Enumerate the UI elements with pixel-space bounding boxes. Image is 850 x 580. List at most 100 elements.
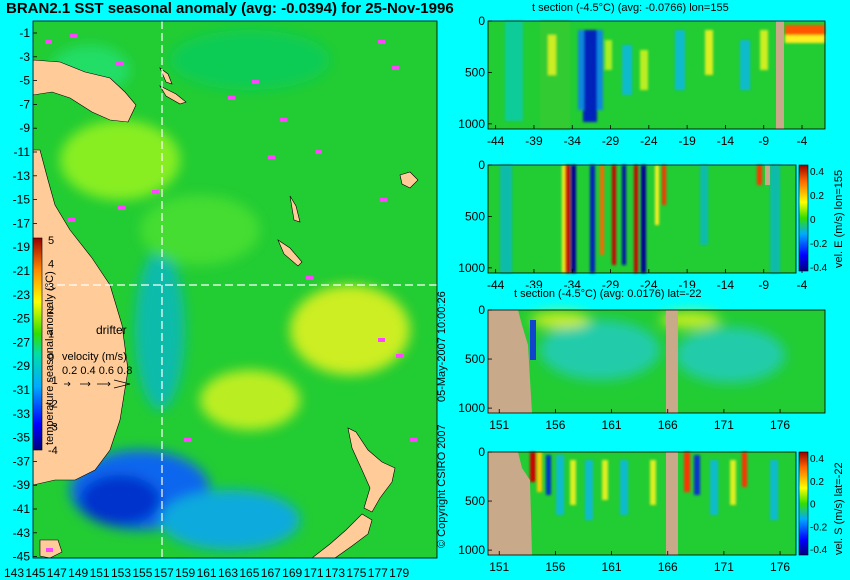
section-x-tick-label: 161 bbox=[602, 560, 622, 574]
section-x-tick-label: -24 bbox=[640, 134, 658, 148]
section-x-tick-label: 151 bbox=[489, 418, 509, 432]
band-blue bbox=[694, 455, 700, 495]
section-x-tick-label: 171 bbox=[714, 560, 734, 574]
map-lat-tick-label: -43 bbox=[13, 526, 31, 540]
band-cyan bbox=[500, 165, 512, 273]
band-orange-top bbox=[785, 25, 825, 35]
colorbar-label: temperature seasonal anomaly (°C) bbox=[44, 271, 56, 445]
vel-east-colorbar bbox=[798, 164, 809, 272]
drifter-marker bbox=[280, 118, 287, 122]
map-lat-tick-label: -31 bbox=[13, 383, 31, 397]
band-yellow bbox=[548, 35, 556, 75]
map-lat-tick-label: -29 bbox=[13, 359, 31, 373]
drifter-marker bbox=[45, 40, 52, 44]
vel-south-side-label: vel. S (m/s) lat=-22 bbox=[833, 462, 845, 555]
band-red bbox=[742, 452, 747, 487]
vel-colorbar-tick-label: 0.2 bbox=[810, 477, 824, 488]
vel-colorbar-tick-label: 0 bbox=[810, 215, 816, 226]
vel-south-section-panel bbox=[488, 452, 796, 555]
map-ticks: -1-3-5-7-9-11-13-15-17-19-21-23-25-27-29… bbox=[4, 26, 410, 580]
section-x-tick-label: -4 bbox=[797, 278, 808, 292]
velocity-legend-arrows bbox=[64, 379, 131, 389]
band-yellow-top bbox=[785, 35, 825, 43]
section-land-shelf bbox=[488, 452, 532, 555]
map-lon-tick-label: 151 bbox=[90, 566, 110, 580]
map-lat-tick-label: -1 bbox=[19, 26, 30, 40]
drifter-marker bbox=[228, 96, 235, 100]
colorbar-tick-label: 1 bbox=[48, 328, 54, 340]
section-x-tick-label: -14 bbox=[717, 134, 735, 148]
drifter-label: drifter bbox=[96, 323, 127, 337]
section-x-tick-label: 176 bbox=[770, 418, 790, 432]
section-bg bbox=[488, 21, 825, 129]
map-lat-tick-label: -21 bbox=[13, 264, 31, 278]
section-depth-tick-label: 1000 bbox=[458, 543, 485, 557]
vel-colorbar-tick-label: -0.2 bbox=[810, 522, 828, 533]
section-depth-tick-label: 0 bbox=[478, 445, 485, 459]
anomaly-warm-coral-sea bbox=[60, 120, 180, 200]
map-lat-tick-label: -23 bbox=[13, 288, 31, 302]
pattern-cyan bbox=[675, 327, 785, 383]
section-x-tick-label: -44 bbox=[487, 134, 505, 148]
band-cyan bbox=[770, 165, 780, 273]
section-x-tick-label: -44 bbox=[487, 278, 505, 292]
land-new-ireland bbox=[159, 67, 173, 85]
section-depth-tick-label: 0 bbox=[478, 158, 485, 172]
anomaly-warm-east bbox=[290, 285, 410, 375]
section-pattern bbox=[505, 21, 825, 129]
land-nz-south-island bbox=[311, 513, 373, 558]
band-blue bbox=[641, 165, 646, 273]
map-lat-tick-label: -41 bbox=[13, 502, 31, 516]
section-pattern bbox=[500, 165, 780, 273]
band-blue bbox=[590, 165, 595, 273]
band-yellow bbox=[640, 50, 648, 90]
map-lon-tick-label: 169 bbox=[282, 566, 302, 580]
drifter-marker bbox=[410, 438, 417, 442]
colorbar-tick-label: 5 bbox=[48, 235, 54, 247]
sst-map bbox=[33, 21, 437, 558]
vel-colorbar-tick-label: 0.4 bbox=[810, 167, 824, 178]
vel-colorbar-tick-label: 0.2 bbox=[810, 191, 824, 202]
band-yellow bbox=[605, 40, 612, 70]
map-lat-tick-label: -39 bbox=[13, 478, 31, 492]
colorbar-tick-label: 2 bbox=[48, 305, 54, 317]
section-x-tick-label: 166 bbox=[658, 560, 678, 574]
drifter-marker bbox=[396, 354, 403, 358]
temperature-colorbar bbox=[32, 237, 43, 451]
section-depth-tick-label: 1000 bbox=[458, 261, 485, 275]
section-depth-tick-label: 1000 bbox=[458, 401, 485, 415]
band-blue bbox=[571, 165, 576, 273]
drifter-marker bbox=[70, 34, 77, 38]
map-lon-tick-label: 179 bbox=[389, 566, 409, 580]
band-blue-edge bbox=[578, 30, 584, 110]
colorbar-tick-label: -2 bbox=[48, 398, 58, 410]
band-cyan bbox=[740, 40, 750, 90]
pattern-yellow bbox=[530, 312, 590, 328]
vel-east-side-label: vel. E (m/s) lon=155 bbox=[833, 169, 845, 268]
section-x-tick-label: 171 bbox=[714, 418, 734, 432]
map-lon-tick-label: 177 bbox=[368, 566, 388, 580]
band-yellow bbox=[537, 452, 542, 492]
colorbar-tick-label: 4 bbox=[48, 258, 54, 270]
drifter-marker bbox=[380, 198, 387, 202]
map-lat-tick-label: -9 bbox=[19, 121, 30, 135]
colorbar-tick-label: 0 bbox=[48, 352, 54, 364]
copyright-text: © Copyright CSIRO 2007 bbox=[436, 424, 448, 548]
band-blue bbox=[622, 165, 626, 265]
band-red bbox=[634, 165, 638, 273]
drifter-marker bbox=[116, 62, 123, 66]
map-lat-tick-label: -5 bbox=[19, 74, 30, 88]
section-x-tick-label: 176 bbox=[770, 560, 790, 574]
map-lon-tick-label: 171 bbox=[304, 566, 324, 580]
band-yellow bbox=[650, 460, 656, 505]
drifter-marker bbox=[252, 80, 259, 84]
map-lon-tick-label: 159 bbox=[175, 566, 195, 580]
vel-south-colorbar bbox=[798, 451, 809, 556]
map-lat-tick-label: -17 bbox=[13, 216, 31, 230]
section-depth-tick-label: 500 bbox=[465, 494, 485, 508]
map-lat-tick-label: -45 bbox=[13, 550, 31, 564]
band-blue bbox=[530, 320, 536, 360]
band-yellow bbox=[562, 165, 565, 273]
